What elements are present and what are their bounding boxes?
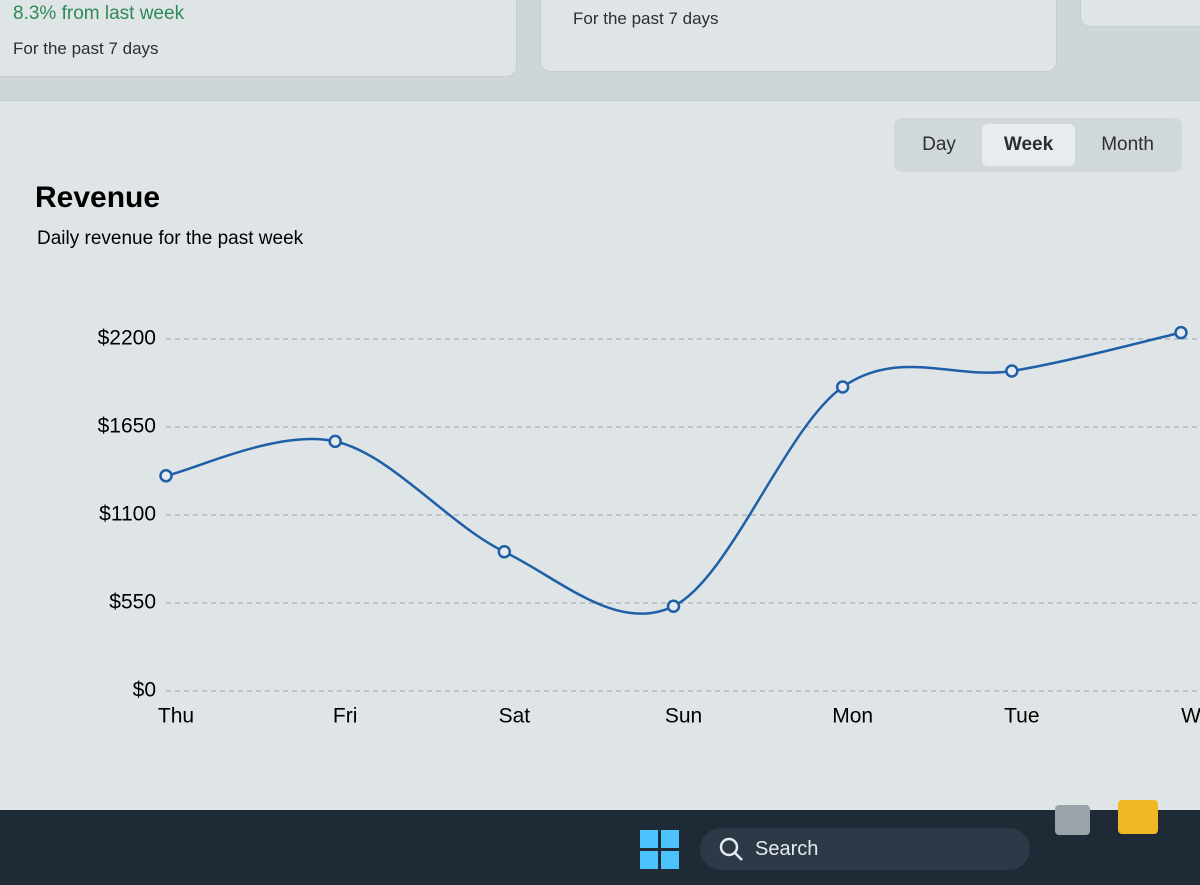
change-label: 8.3% from last week <box>13 3 185 24</box>
y-tick-label: $1100 <box>99 503 156 526</box>
data-point <box>835 380 850 394</box>
x-tick-label: Thu <box>158 705 194 728</box>
y-tick-label: $1650 <box>98 415 156 438</box>
data-point <box>1005 364 1019 378</box>
y-tick-label: $2200 <box>98 327 156 350</box>
tab[interactable]: Day <box>922 134 956 155</box>
x-tick-label: Tue <box>1004 705 1039 728</box>
data-point <box>328 434 342 449</box>
x-tick-label: Sun <box>665 705 702 728</box>
chart-subtitle: Daily revenue for the past week <box>37 228 304 249</box>
chart-title: Revenue <box>35 181 160 214</box>
period-label: For the past 7 days <box>573 9 719 28</box>
search-icon <box>719 837 743 861</box>
stat-card: 8.3% from last week For the past 7 days <box>0 0 517 77</box>
x-tick-label: Mon <box>832 705 873 728</box>
x-tick-label: W <box>1181 705 1200 728</box>
taskbar: Search <box>0 800 1200 885</box>
search-box[interactable]: Search <box>700 828 1030 870</box>
app-icon[interactable] <box>1055 805 1090 835</box>
period-label: For the past 7 days <box>13 39 159 58</box>
folder-icon[interactable] <box>1118 800 1158 834</box>
y-tick-label: $0 <box>133 679 156 702</box>
search-label: Search <box>755 838 819 860</box>
chart: Revenue Daily revenue for the past week … <box>35 181 1200 728</box>
data-point <box>497 545 512 559</box>
tab[interactable]: Month <box>1101 134 1154 155</box>
tab[interactable]: Week <box>981 124 1076 166</box>
stat-card: For the past 7 days <box>540 0 1057 72</box>
revenue-line <box>165 331 1182 615</box>
data-point <box>666 599 681 613</box>
data-point <box>1174 325 1188 340</box>
x-tick-label: Fri <box>333 705 358 728</box>
x-tick-label: Sat <box>499 705 531 728</box>
range-tabs: Day Week Month <box>894 118 1182 172</box>
chart-card: Revenue Daily revenue for the past week … <box>0 100 1200 822</box>
y-tick-label: $550 <box>109 591 156 614</box>
start-button[interactable] <box>640 830 680 870</box>
stat-card <box>1080 0 1200 27</box>
data-point <box>159 469 173 483</box>
